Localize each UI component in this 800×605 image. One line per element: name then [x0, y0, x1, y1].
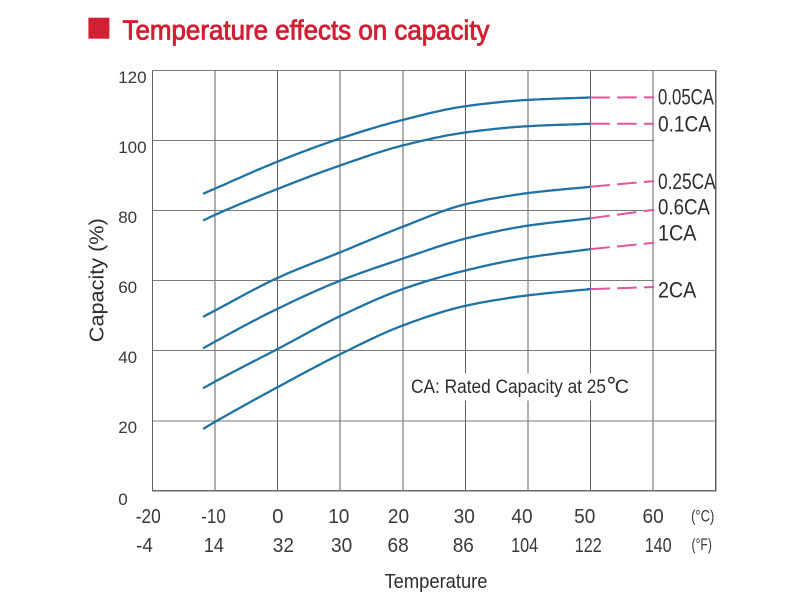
svg-text:(°C): (°C) — [691, 508, 714, 526]
svg-text:104: 104 — [511, 534, 538, 557]
svg-text:0: 0 — [272, 505, 283, 528]
svg-text:68: 68 — [388, 534, 409, 557]
svg-text:30: 30 — [454, 505, 475, 528]
svg-text:60: 60 — [118, 278, 137, 297]
svg-text:40: 40 — [118, 348, 137, 367]
svg-text:40: 40 — [511, 505, 532, 528]
svg-text:-20: -20 — [136, 505, 161, 528]
svg-text:80: 80 — [118, 208, 137, 227]
svg-text:20: 20 — [118, 418, 137, 437]
svg-text:120: 120 — [118, 68, 146, 87]
svg-text:140: 140 — [645, 534, 672, 557]
svg-text:0.05CA: 0.05CA — [658, 85, 714, 110]
svg-text:0: 0 — [118, 490, 127, 509]
svg-text:-10: -10 — [201, 505, 226, 528]
svg-text:0.25CA: 0.25CA — [658, 169, 716, 194]
svg-text:Temperature effects on capacit: Temperature effects on capacity — [123, 15, 490, 46]
svg-text:50: 50 — [574, 505, 595, 528]
svg-text:60: 60 — [643, 505, 664, 528]
svg-text:32: 32 — [273, 534, 294, 557]
svg-text:(°F): (°F) — [692, 536, 712, 554]
svg-text:0.6CA: 0.6CA — [658, 195, 710, 220]
svg-text:C: C — [615, 376, 629, 398]
svg-text:CA: Rated Capacity at 25: CA: Rated Capacity at 25 — [411, 377, 606, 398]
svg-text:20: 20 — [388, 505, 409, 528]
svg-text:2CA: 2CA — [658, 277, 696, 302]
svg-text:30: 30 — [331, 534, 352, 557]
svg-text:122: 122 — [575, 534, 602, 557]
svg-text:-4: -4 — [136, 534, 153, 557]
svg-text:Capacity (%): Capacity (%) — [87, 218, 109, 342]
svg-text:100: 100 — [118, 138, 146, 157]
svg-text:0.1CA: 0.1CA — [658, 111, 711, 136]
svg-text:1CA: 1CA — [658, 220, 697, 245]
svg-text:14: 14 — [204, 534, 224, 557]
svg-text:86: 86 — [453, 534, 474, 557]
svg-text:10: 10 — [328, 505, 349, 528]
svg-text:Temperature: Temperature — [385, 570, 488, 593]
